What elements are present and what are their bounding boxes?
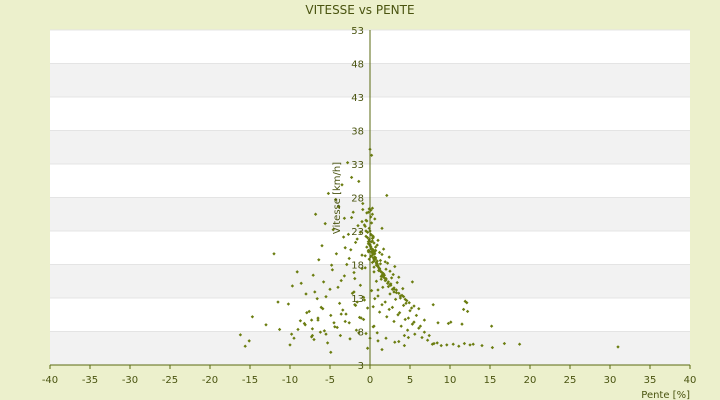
y-tick-label: 3	[358, 361, 364, 372]
y-tick-label: 33	[351, 160, 364, 171]
x-tick-label: 25	[564, 375, 577, 386]
data-point	[247, 339, 251, 343]
data-point	[361, 207, 365, 212]
data-point	[363, 254, 367, 258]
x-axis-ticks: -40 -35 -30 -25 -20 -15 -10 -5 0 5 10 15 20 25 30 35 40	[42, 365, 697, 386]
data-point	[243, 344, 247, 348]
data-points	[238, 147, 620, 354]
data-point	[337, 205, 341, 209]
data-point	[357, 179, 361, 184]
data-point	[373, 217, 377, 221]
data-point	[366, 210, 371, 214]
data-point	[370, 239, 375, 243]
x-tick-label: -15	[242, 375, 258, 386]
x-tick-label: -30	[122, 375, 138, 386]
data-point	[326, 191, 331, 196]
x-tick-label: 20	[524, 375, 537, 386]
chart-title: VITESSE vs PENTE	[305, 3, 414, 17]
data-point	[370, 212, 375, 216]
x-tick-label: 40	[684, 375, 697, 386]
y-tick-label: 13	[351, 294, 364, 305]
y-tick-label: 48	[351, 60, 364, 71]
x-tick-label: 15	[484, 375, 497, 386]
x-tick-label: 10	[444, 375, 457, 386]
data-point	[349, 248, 353, 252]
x-tick-label: -20	[202, 375, 218, 386]
y-tick-label: 38	[351, 127, 364, 138]
data-point	[334, 252, 339, 256]
data-point	[358, 230, 363, 235]
y-tick-label: 23	[351, 227, 364, 238]
data-point	[238, 333, 243, 337]
data-point	[342, 216, 347, 220]
x-tick-label: 0	[367, 375, 373, 386]
data-point	[365, 245, 369, 249]
data-point	[361, 201, 365, 206]
y-tick-label: 8	[358, 328, 364, 339]
x-tick-label: -40	[42, 375, 58, 386]
data-point	[370, 206, 375, 210]
data-point	[616, 345, 620, 349]
y-tick-label: 43	[351, 93, 364, 104]
x-tick-label: 30	[604, 375, 617, 386]
x-tick-label: 5	[407, 375, 413, 386]
data-point	[385, 193, 389, 198]
x-axis-label: Pente [%]	[641, 390, 690, 400]
y-tick-label: 53	[351, 26, 364, 37]
data-point	[360, 253, 364, 257]
data-point	[366, 248, 371, 253]
data-point	[346, 232, 351, 237]
y-axis-label: Vitesse [km/h]	[332, 162, 343, 234]
x-tick-label: 35	[644, 375, 657, 386]
x-tick-label: -25	[162, 375, 178, 386]
x-tick-label: -10	[282, 375, 298, 386]
x-tick-label: -5	[325, 375, 335, 386]
y-tick-label: 18	[351, 261, 364, 272]
data-point	[250, 315, 255, 319]
data-point	[366, 240, 371, 244]
y-tick-label: 28	[351, 194, 364, 205]
x-tick-label: -35	[82, 375, 98, 386]
